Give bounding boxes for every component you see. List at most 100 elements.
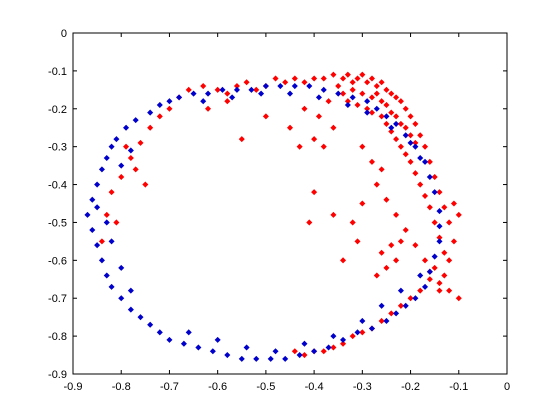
data-point bbox=[397, 302, 404, 309]
axis-ticks bbox=[72, 32, 508, 375]
data-point bbox=[393, 94, 400, 101]
data-point bbox=[98, 166, 105, 173]
data-point bbox=[89, 226, 96, 234]
data-point bbox=[426, 268, 433, 275]
data-point bbox=[311, 75, 318, 82]
data-point bbox=[421, 158, 429, 165]
data-point bbox=[320, 348, 327, 355]
data-point bbox=[388, 124, 395, 131]
data-point bbox=[301, 79, 308, 86]
data-point bbox=[272, 348, 279, 355]
data-point bbox=[388, 242, 395, 249]
data-point bbox=[412, 120, 419, 127]
y-tick-label: -0.3 bbox=[48, 142, 67, 154]
x-tick-label: -0.8 bbox=[112, 381, 131, 393]
data-point bbox=[335, 83, 342, 90]
data-point bbox=[291, 75, 298, 82]
data-point bbox=[306, 83, 313, 90]
data-point bbox=[402, 124, 409, 131]
data-point bbox=[417, 272, 424, 279]
data-point bbox=[200, 83, 207, 90]
data-point bbox=[412, 143, 419, 150]
data-point bbox=[373, 90, 380, 97]
data-point bbox=[397, 238, 404, 245]
data-point bbox=[253, 355, 260, 362]
data-point bbox=[340, 90, 347, 97]
data-point bbox=[113, 219, 120, 226]
data-point bbox=[378, 98, 385, 105]
data-point bbox=[373, 272, 380, 279]
y-tick-label: -0.4 bbox=[48, 180, 67, 192]
data-point bbox=[248, 86, 255, 93]
data-point bbox=[137, 314, 144, 321]
data-point bbox=[325, 98, 332, 105]
y-tick-label: -0.9 bbox=[48, 369, 67, 381]
data-point bbox=[330, 333, 337, 340]
data-point bbox=[127, 155, 134, 162]
data-point bbox=[378, 317, 385, 324]
data-point bbox=[190, 90, 197, 97]
x-tick-label: -0.6 bbox=[208, 381, 227, 393]
plot-area-frame bbox=[72, 32, 508, 375]
data-point bbox=[282, 79, 289, 86]
data-point bbox=[118, 173, 125, 181]
data-point bbox=[441, 204, 448, 211]
data-point bbox=[200, 98, 207, 105]
data-point bbox=[156, 113, 163, 120]
data-point bbox=[383, 86, 390, 93]
data-point bbox=[209, 348, 216, 355]
data-point bbox=[426, 173, 433, 181]
data-point bbox=[407, 295, 414, 302]
data-point bbox=[325, 344, 332, 351]
data-point bbox=[127, 287, 134, 294]
data-point bbox=[132, 117, 139, 124]
y-tick-label: -0.2 bbox=[48, 104, 67, 116]
data-point bbox=[320, 143, 327, 150]
data-point bbox=[368, 75, 376, 82]
data-point bbox=[291, 83, 298, 90]
y-tick-label: -0.1 bbox=[48, 66, 67, 78]
data-point bbox=[224, 98, 231, 105]
data-point bbox=[286, 90, 294, 97]
data-point bbox=[426, 204, 433, 211]
data-point bbox=[383, 120, 390, 127]
data-point bbox=[94, 181, 101, 188]
data-point bbox=[426, 158, 433, 165]
data-point bbox=[340, 336, 347, 343]
data-point bbox=[311, 348, 318, 355]
data-point bbox=[277, 83, 284, 90]
data-point bbox=[301, 352, 308, 359]
data-point bbox=[378, 113, 385, 120]
data-point bbox=[176, 94, 183, 101]
data-point bbox=[364, 98, 371, 105]
data-point bbox=[166, 105, 173, 112]
data-point bbox=[446, 287, 453, 294]
x-tick-label: -0.2 bbox=[401, 381, 420, 393]
data-point bbox=[204, 90, 212, 97]
data-point bbox=[393, 257, 400, 264]
data-point bbox=[108, 238, 115, 245]
data-point bbox=[267, 355, 274, 362]
data-point bbox=[441, 249, 448, 256]
data-point bbox=[142, 181, 149, 188]
data-point bbox=[253, 86, 260, 93]
data-point bbox=[262, 83, 269, 90]
x-tick-label: -0.3 bbox=[353, 381, 372, 393]
data-point bbox=[127, 306, 134, 313]
data-point bbox=[180, 340, 187, 347]
data-point bbox=[219, 86, 226, 93]
data-point bbox=[344, 71, 351, 78]
data-point bbox=[344, 101, 351, 109]
data-point bbox=[402, 105, 409, 112]
data-point bbox=[373, 181, 380, 188]
data-point bbox=[166, 98, 173, 105]
data-point bbox=[378, 249, 385, 256]
data-point bbox=[349, 86, 356, 93]
data-point bbox=[349, 94, 356, 101]
x-tick-label: -0.9 bbox=[64, 381, 83, 393]
y-tick-label: 0 bbox=[61, 28, 67, 40]
data-point bbox=[383, 264, 390, 271]
data-point bbox=[388, 90, 395, 97]
data-point bbox=[421, 192, 429, 199]
data-point bbox=[238, 136, 245, 143]
